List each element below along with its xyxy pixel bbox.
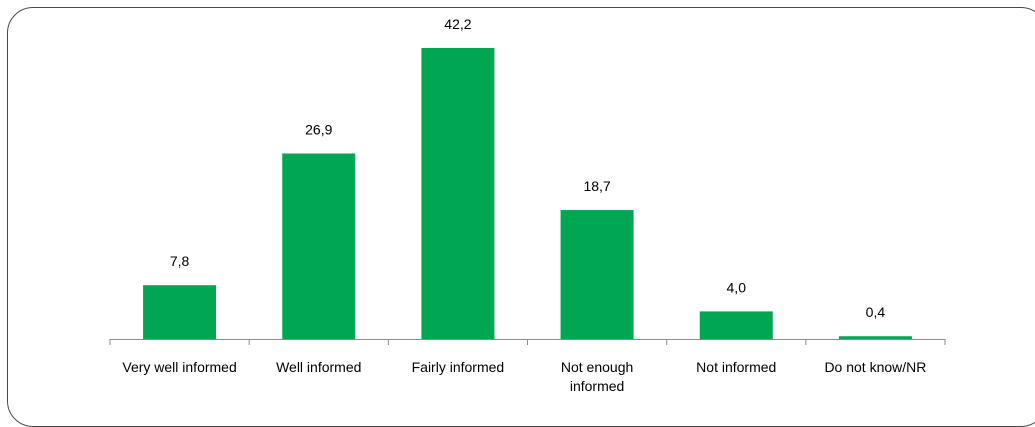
bar-2 (421, 48, 495, 339)
category-label-line: Do not know/NR (824, 359, 926, 375)
category-label-5: Do not know/NR (824, 359, 926, 375)
bar-3 (560, 210, 634, 339)
x-axis-ticks (109, 339, 946, 345)
bar-chart: 7,8 26,9 42,2 18,7 4,0 0,4 Very well informed… (109, 16, 946, 394)
category-label-4: Not informed (696, 359, 776, 375)
category-label-0: Very well informed (122, 359, 236, 375)
category-labels: Very well informed Well informed Fairly in… (122, 359, 926, 394)
category-label-line: informed (570, 378, 624, 394)
category-label-2: Fairly informed (412, 359, 505, 375)
bar-5 (838, 336, 912, 339)
category-label-line: Not informed (696, 359, 776, 375)
data-label-1: 26,9 (305, 122, 332, 138)
bar-4 (699, 311, 773, 339)
category-label-line: Fairly informed (412, 359, 505, 375)
data-labels: 7,8 26,9 42,2 18,7 4,0 0,4 (170, 16, 886, 320)
category-label-line: Well informed (276, 359, 361, 375)
bar-1 (282, 153, 356, 339)
data-label-0: 7,8 (170, 253, 190, 269)
category-label-line: Very well informed (122, 359, 236, 375)
category-label-line: Not enough (561, 359, 633, 375)
data-label-2: 42,2 (444, 16, 471, 32)
data-label-5: 0,4 (866, 304, 886, 320)
bars (143, 48, 912, 339)
data-label-3: 18,7 (583, 178, 610, 194)
category-label-1: Well informed (276, 359, 361, 375)
bar-0 (143, 285, 217, 339)
category-label-3: Not enough informed (561, 359, 633, 394)
data-label-4: 4,0 (727, 279, 747, 295)
